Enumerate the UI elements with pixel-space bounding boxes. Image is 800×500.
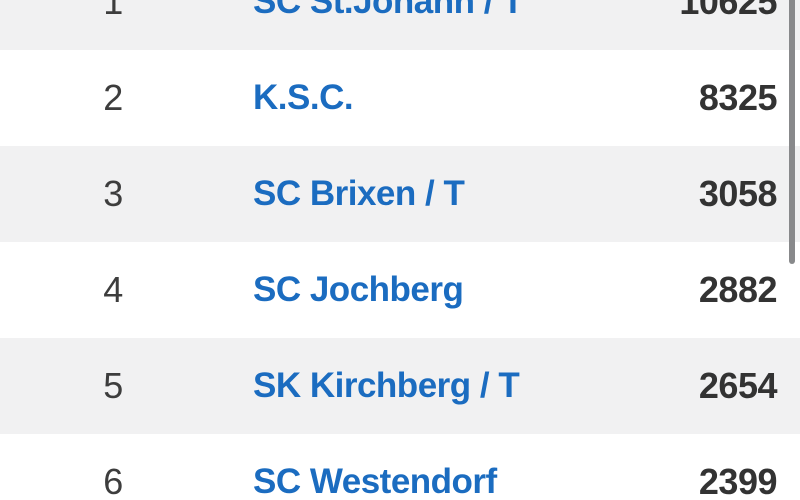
table-row: 5 SK Kirchberg / T 2654 bbox=[0, 338, 800, 434]
rank-cell: 3 bbox=[103, 173, 123, 214]
club-link[interactable]: K.S.C. bbox=[253, 78, 354, 117]
points-cell: 3058 bbox=[698, 173, 778, 214]
points-cell: 2399 bbox=[698, 461, 778, 500]
club-link[interactable]: SC St.Johann / T bbox=[253, 0, 524, 21]
rank-cell: 6 bbox=[103, 461, 123, 500]
table-row: 1 SC St.Johann / T 10625 bbox=[0, 0, 800, 50]
points-cell: 10625 bbox=[679, 0, 777, 22]
table-row: 6 SC Westendorf 2399 bbox=[0, 434, 800, 500]
rank-cell: 5 bbox=[103, 365, 123, 406]
table-row: 4 SC Jochberg 2882 bbox=[0, 242, 800, 338]
rank-cell: 1 bbox=[103, 0, 123, 22]
points-cell: 2882 bbox=[698, 269, 778, 310]
rank-cell: 4 bbox=[103, 269, 123, 310]
points-cell: 8325 bbox=[698, 77, 778, 118]
club-link[interactable]: SC Westendorf bbox=[253, 462, 497, 500]
table-row: 3 SC Brixen / T 3058 bbox=[0, 146, 800, 242]
club-link[interactable]: SC Brixen / T bbox=[253, 174, 465, 213]
rank-cell: 2 bbox=[103, 77, 123, 118]
points-cell: 2654 bbox=[698, 365, 778, 406]
club-link[interactable]: SK Kirchberg / T bbox=[253, 366, 520, 405]
scrollbar-thumb[interactable] bbox=[789, 0, 795, 264]
table-row: 2 K.S.C. 8325 bbox=[0, 50, 800, 146]
club-link[interactable]: SC Jochberg bbox=[253, 270, 464, 309]
